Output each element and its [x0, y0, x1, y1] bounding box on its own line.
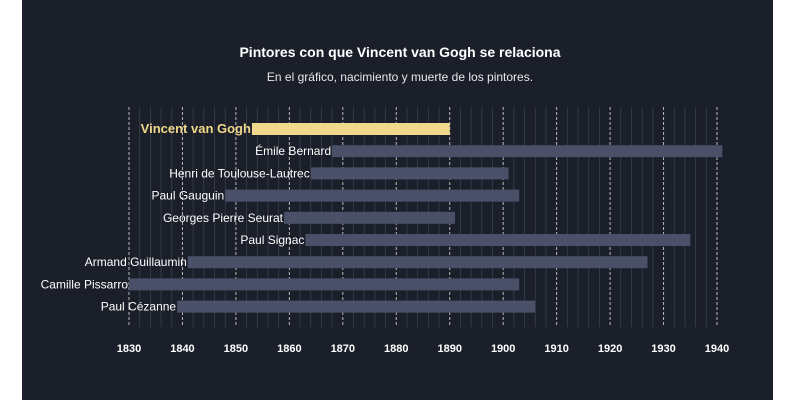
- x-tick-label: 1910: [544, 343, 568, 355]
- x-tick-label: 1840: [170, 343, 194, 355]
- x-tick-label: 1880: [384, 343, 408, 355]
- lifespan-bar: [187, 256, 648, 269]
- x-tick-label: 1860: [277, 343, 301, 355]
- painter-label: Paul Cézanne: [101, 300, 177, 314]
- lifespan-bar: [177, 300, 536, 313]
- lifespan-bar: [129, 278, 520, 291]
- x-axis-ticks: 1830 1840 1850 1860 1870 1880 1890 1900 1910 1920…: [117, 343, 729, 355]
- x-tick-label: 1890: [437, 343, 461, 355]
- painter-label: Émile Bernard: [255, 143, 331, 158]
- x-tick-label: 1830: [117, 343, 141, 355]
- chart-title: Pintores con que Vincent van Gogh se rel…: [239, 44, 561, 60]
- painter-label: Henri de Toulouse-Lautrec: [169, 166, 310, 180]
- painter-labels: Vincent van Gogh Émile Bernard Henri de To…: [41, 121, 331, 314]
- painter-label: Georges Pierre Seurat: [163, 211, 284, 225]
- painter-label: Camille Pissarro: [41, 277, 129, 291]
- x-tick-label: 1940: [705, 343, 729, 355]
- x-tick-label: 1930: [651, 343, 675, 355]
- lifespan-bar: [284, 211, 456, 224]
- lifespan-bar: [305, 234, 691, 246]
- chart-subtitle: En el gráfico, nacimiento y muerte de lo…: [266, 70, 534, 84]
- bars-group: [129, 123, 723, 313]
- painter-label: Paul Signac: [240, 233, 304, 247]
- lifespan-bar: [310, 167, 509, 180]
- x-tick-label: 1920: [598, 343, 622, 355]
- painter-label: Paul Gauguin: [151, 189, 224, 203]
- lifespan-bar: [251, 123, 450, 135]
- x-tick-label: 1870: [331, 343, 355, 355]
- x-tick-label: 1850: [224, 343, 248, 355]
- painter-label: Armand Guillaumin: [85, 255, 187, 269]
- x-tick-label: 1900: [491, 343, 515, 355]
- painter-label: Vincent van Gogh: [141, 121, 251, 136]
- lifespan-bar: [225, 189, 520, 202]
- lifespan-bar: [332, 145, 723, 158]
